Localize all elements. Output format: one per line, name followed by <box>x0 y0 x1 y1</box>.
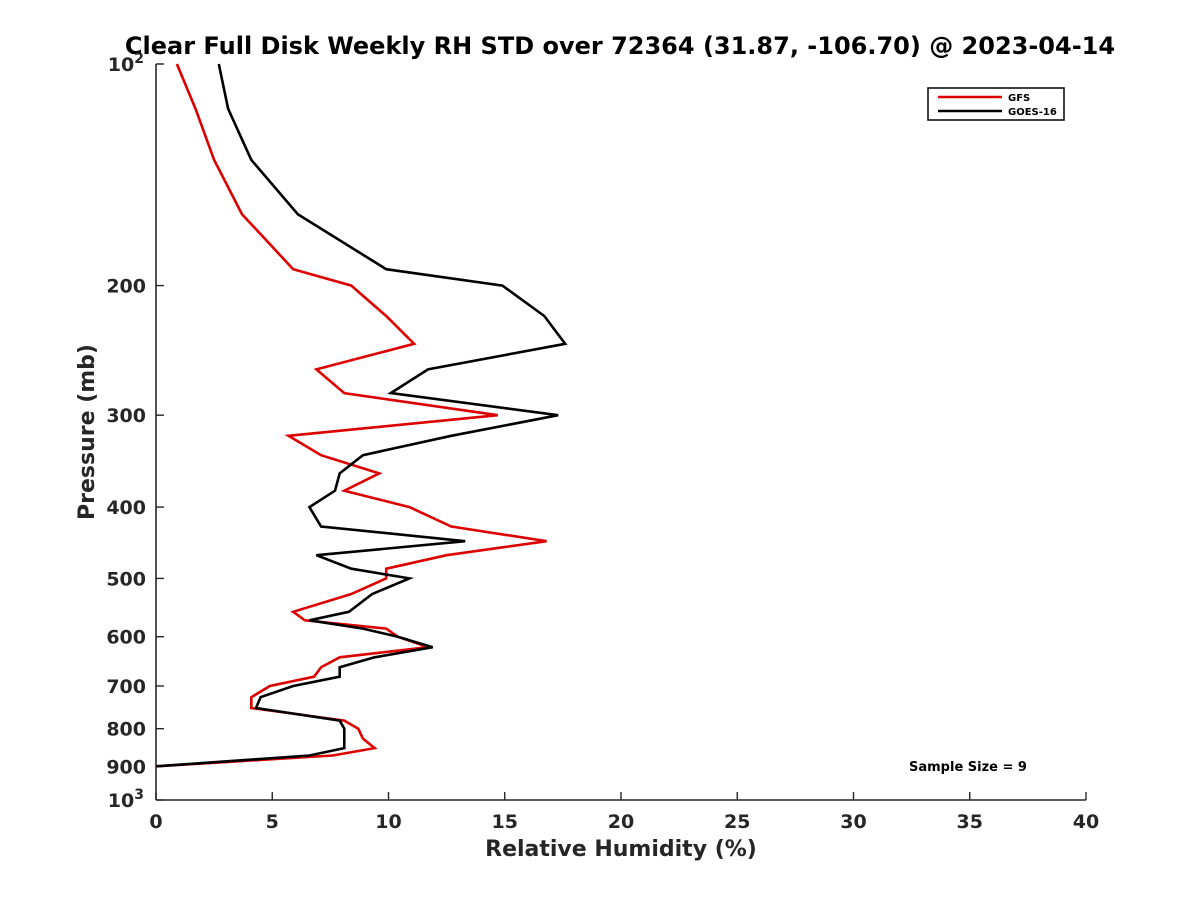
plot-area: 0 5 10 15 20 25 30 35 40 10220030040050060070080… <box>106 51 1099 833</box>
y-tick-label: 200 <box>106 276 146 298</box>
legend-box <box>927 87 1065 121</box>
legend: GFS GOES-16 <box>927 87 1065 121</box>
series-line-gfs <box>155 63 547 768</box>
x-tick-label: 15 <box>492 811 518 833</box>
y-tick-label: 400 <box>106 497 146 519</box>
x-tick-label: 30 <box>840 811 866 833</box>
x-axis-label: Relative Humidity (%) <box>485 837 757 862</box>
y-axis-label: Pressure (mb) <box>75 344 100 520</box>
x-axis-ticks: 0 5 10 15 20 25 30 35 40 <box>149 792 1099 833</box>
x-tick-label: 5 <box>266 811 279 833</box>
chart-title: Clear Full Disk Weekly RH STD over 72364… <box>125 32 1115 60</box>
series-lines <box>155 63 568 768</box>
x-tick-label: 10 <box>375 811 401 833</box>
y-tick-label: 300 <box>106 405 146 427</box>
x-tick-label: 0 <box>149 811 162 833</box>
series-line-goes-16 <box>155 63 568 768</box>
x-tick-label: 25 <box>724 811 750 833</box>
y-tick-label-exponent: 3 <box>134 787 144 803</box>
y-tick-label: 500 <box>106 568 146 590</box>
y-tick-label: 600 <box>106 627 146 649</box>
y-tick-label-base: 10 <box>108 790 134 812</box>
sample-size-annotation: Sample Size = 9 <box>909 760 1027 775</box>
y-tick-label: 800 <box>106 719 146 741</box>
y-tick-label-base: 10 <box>108 54 134 76</box>
y-tick-label: 102 <box>108 51 144 76</box>
legend-entries: GFS GOES-16 <box>938 93 1057 118</box>
y-tick-label: 700 <box>106 676 146 698</box>
y-tick-label: 900 <box>106 756 146 778</box>
y-tick-label-exponent: 2 <box>134 51 144 67</box>
legend-label: GOES-16 <box>1008 107 1057 118</box>
x-tick-label: 35 <box>957 811 983 833</box>
x-tick-label: 40 <box>1073 811 1099 833</box>
x-tick-label: 20 <box>608 811 634 833</box>
legend-label: GFS <box>1008 93 1030 104</box>
y-tick-label: 103 <box>108 787 144 812</box>
